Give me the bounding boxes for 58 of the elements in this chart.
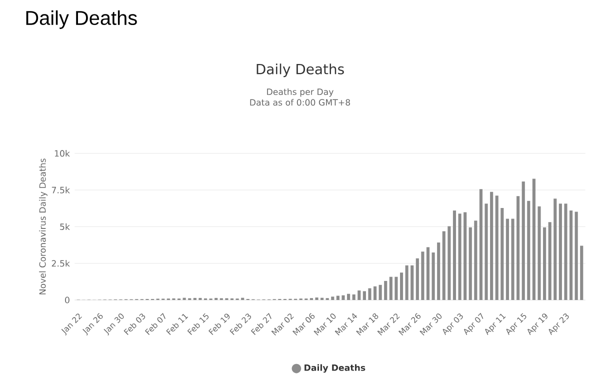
bar: [574, 212, 578, 300]
bar: [358, 290, 361, 300]
bar: [548, 222, 552, 300]
bar: [516, 196, 520, 300]
bar: [538, 206, 541, 300]
bar: [437, 242, 440, 300]
bar: [570, 210, 573, 300]
bar: [342, 295, 345, 300]
bar: [511, 218, 514, 300]
bar: [506, 218, 509, 300]
y-tick-label: 0: [65, 296, 70, 304]
bar: [384, 280, 388, 300]
bar: [432, 252, 435, 300]
bar: [378, 284, 382, 300]
bar: [452, 210, 456, 300]
text: Daily Deaths: [26, 10, 137, 29]
bar: [468, 227, 472, 300]
chart-subtitle: Deaths per Day Data as of 0:00 GMT+8: [250, 88, 350, 106]
bar: [336, 296, 340, 300]
bar: [442, 231, 446, 300]
chart-title: Daily Deaths: [256, 64, 344, 78]
bar: [389, 276, 392, 300]
bar: [458, 214, 462, 300]
bar: [558, 204, 562, 300]
bar: [347, 294, 350, 300]
bar: [527, 200, 530, 300]
bar: [532, 178, 536, 300]
bar: [448, 226, 451, 300]
bar: [580, 246, 584, 300]
y-tick-label: 10k: [54, 150, 70, 157]
bar: [373, 286, 377, 300]
y-tick-label: 7.5k: [52, 186, 70, 194]
bar: [500, 208, 504, 300]
y-axis-title: Novel Coronavirus Daily Deaths: [39, 158, 48, 294]
bar: [352, 294, 356, 300]
legend-label: Daily Deaths: [304, 364, 366, 373]
bar: [522, 181, 525, 300]
bar: [362, 291, 366, 300]
bar: [405, 265, 408, 300]
bar: [564, 204, 568, 300]
bar: [495, 196, 498, 300]
bar: [421, 252, 424, 300]
bar: [416, 258, 419, 300]
y-tick-label: 5k: [60, 223, 70, 230]
bar: [410, 265, 414, 300]
bar: [490, 192, 494, 300]
bar: [474, 220, 478, 300]
bar: [331, 296, 334, 300]
bar: [368, 288, 372, 300]
bar: [426, 247, 430, 300]
bar: [479, 189, 483, 300]
bar: [464, 212, 467, 300]
bar: [543, 227, 546, 300]
y-tick-label: 2.5k: [52, 260, 70, 267]
bar: [400, 272, 404, 300]
bar: [394, 276, 398, 300]
bar: [484, 204, 488, 300]
bar: [554, 198, 557, 300]
